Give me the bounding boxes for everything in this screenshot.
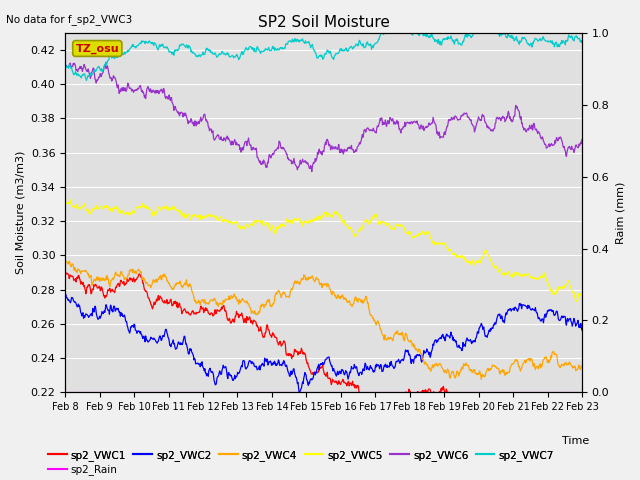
Text: Time: Time <box>561 436 589 446</box>
sp2_VWC7 <box>452 37 460 43</box>
sp2_VWC4 <box>451 375 459 381</box>
sp2_VWC7 <box>400 21 408 26</box>
Line: sp2_VWC4: sp2_VWC4 <box>65 261 582 379</box>
sp2_VWC5 <box>118 209 126 215</box>
sp2_VWC4 <box>509 361 516 367</box>
sp2_VWC5 <box>508 274 516 280</box>
sp2_VWC4 <box>283 294 291 300</box>
sp2_VWC1 <box>118 278 125 284</box>
sp2_VWC6 <box>452 113 460 119</box>
sp2_VWC6 <box>67 60 74 66</box>
Legend: sp2_VWC1, sp2_VWC2, sp2_VWC4, sp2_VWC5, sp2_VWC6, sp2_VWC7: sp2_VWC1, sp2_VWC2, sp2_VWC4, sp2_VWC5, … <box>44 446 558 465</box>
sp2_VWC2 <box>430 339 438 345</box>
sp2_VWC5 <box>283 217 291 223</box>
Title: SP2 Soil Moisture: SP2 Soil Moisture <box>258 15 390 30</box>
sp2_VWC2 <box>118 311 126 316</box>
sp2_VWC1 <box>282 349 290 355</box>
sp2_VWC5 <box>430 239 438 244</box>
Line: sp2_VWC7: sp2_VWC7 <box>65 24 582 80</box>
sp2_VWC6 <box>118 88 126 94</box>
sp2_VWC4 <box>61 259 69 264</box>
sp2_VWC1 <box>577 456 585 462</box>
sp2_VWC1 <box>451 402 458 408</box>
sp2_VWC7 <box>509 35 516 40</box>
sp2_VWC2 <box>196 364 204 370</box>
sp2_VWC6 <box>578 137 586 143</box>
sp2_VWC2 <box>61 296 69 301</box>
sp2_VWC5 <box>451 252 459 258</box>
sp2_VWC7 <box>61 62 69 68</box>
sp2_VWC5 <box>61 201 69 206</box>
Text: TZ_osu: TZ_osu <box>76 43 119 54</box>
sp2_VWC2 <box>578 327 586 333</box>
Line: sp2_VWC2: sp2_VWC2 <box>65 295 582 393</box>
sp2_VWC6 <box>430 120 438 125</box>
sp2_VWC5 <box>67 197 74 203</box>
Line: sp2_VWC1: sp2_VWC1 <box>65 273 582 459</box>
sp2_VWC4 <box>578 364 586 370</box>
sp2_VWC5 <box>578 291 586 297</box>
sp2_VWC1 <box>429 390 437 396</box>
Text: No data for f_sp2_VWC3: No data for f_sp2_VWC3 <box>6 14 132 25</box>
sp2_VWC2 <box>295 390 303 396</box>
sp2_VWC6 <box>509 119 516 124</box>
sp2_VWC4 <box>196 301 204 307</box>
sp2_VWC4 <box>62 258 70 264</box>
sp2_VWC1 <box>508 428 515 434</box>
sp2_VWC2 <box>62 292 70 298</box>
sp2_VWC6 <box>196 117 204 122</box>
Line: sp2_VWC6: sp2_VWC6 <box>65 63 582 171</box>
sp2_VWC4 <box>430 365 438 371</box>
sp2_VWC4 <box>477 376 485 382</box>
Line: sp2_VWC5: sp2_VWC5 <box>65 200 582 301</box>
Y-axis label: Soil Moisture (m3/m3): Soil Moisture (m3/m3) <box>15 151 25 274</box>
sp2_VWC4 <box>118 271 126 277</box>
sp2_VWC2 <box>452 339 460 345</box>
sp2_VWC2 <box>509 306 516 312</box>
sp2_VWC1 <box>578 450 586 456</box>
sp2_VWC1 <box>61 270 69 276</box>
sp2_VWC7 <box>430 36 438 42</box>
sp2_VWC5 <box>196 216 204 222</box>
sp2_VWC6 <box>308 168 316 174</box>
sp2_VWC1 <box>196 309 204 315</box>
Legend: sp2_Rain: sp2_Rain <box>44 460 122 480</box>
sp2_VWC7 <box>196 54 204 60</box>
sp2_VWC7 <box>283 42 291 48</box>
sp2_VWC7 <box>578 38 586 44</box>
Y-axis label: Raim (mm): Raim (mm) <box>615 181 625 244</box>
sp2_VWC6 <box>283 152 291 157</box>
sp2_VWC6 <box>61 64 69 70</box>
sp2_VWC5 <box>573 299 580 304</box>
sp2_VWC7 <box>83 77 90 83</box>
sp2_VWC2 <box>283 362 291 368</box>
sp2_VWC7 <box>118 51 126 57</box>
